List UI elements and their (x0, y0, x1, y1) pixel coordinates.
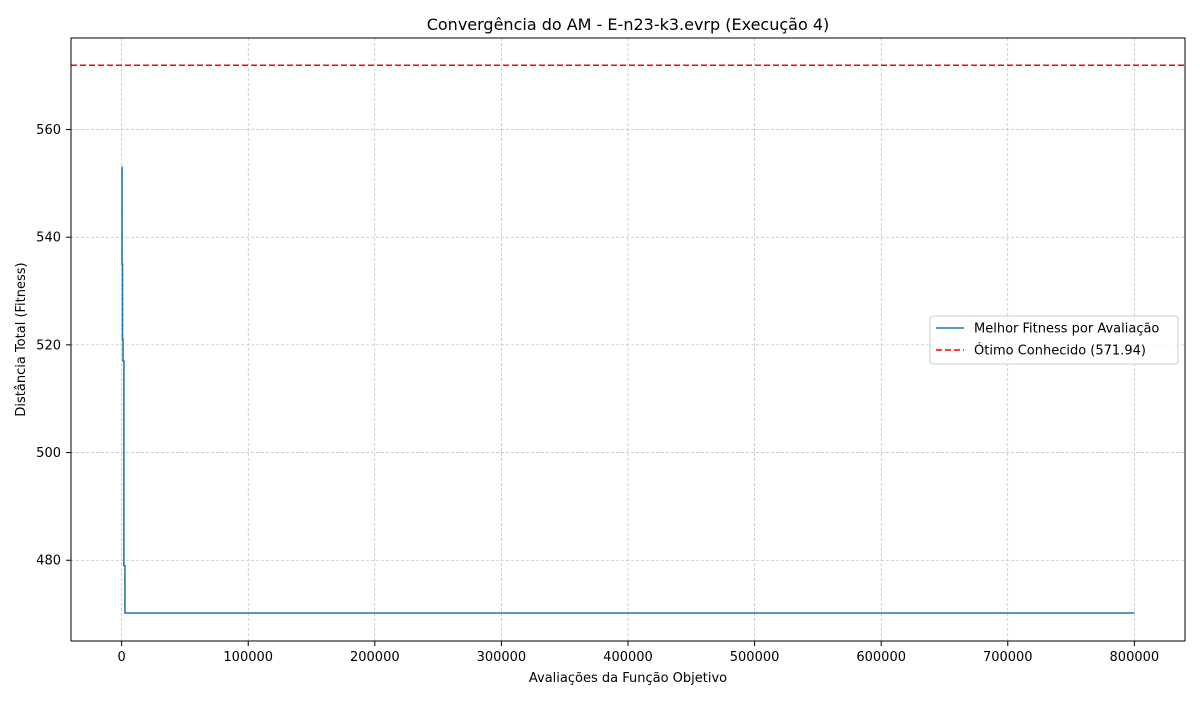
best-fitness-line (121, 166, 1135, 614)
x-axis: 0 100000 200000 300000 400000 500000 600000 700… (117, 641, 1159, 665)
x-tick-label: 400000 (603, 650, 653, 665)
legend-label-known-optimum: Ótimo Conhecido (571.94) (974, 343, 1146, 359)
x-tick-label: 200000 (350, 650, 400, 665)
grid (71, 38, 1185, 641)
x-axis-label: Avaliações da Função Objetivo (529, 671, 727, 686)
y-tick-label: 520 (36, 338, 61, 353)
y-tick-label: 560 (36, 123, 61, 138)
x-tick-label: 800000 (1110, 650, 1160, 665)
x-tick-label: 700000 (983, 650, 1033, 665)
y-tick-label: 540 (36, 231, 61, 246)
y-tick-label: 500 (36, 446, 61, 461)
legend: Melhor Fitness por Avaliação Ótimo Conhe… (929, 315, 1179, 365)
x-tick-label: 500000 (730, 650, 780, 665)
legend-box (929, 315, 1179, 365)
x-tick-label: 600000 (856, 650, 906, 665)
y-axis: 480 500 520 540 560 (36, 123, 71, 569)
series-lines (121, 166, 1135, 614)
legend-label-best-fitness: Melhor Fitness por Avaliação (974, 322, 1159, 337)
x-tick-label: 100000 (223, 650, 273, 665)
x-tick-label: 300000 (477, 650, 527, 665)
x-tick-label: 0 (117, 650, 125, 665)
chart-title: Convergência do AM - E-n23-k3.evrp (Exec… (427, 15, 830, 34)
y-axis-label: Distância Total (Fitness) (14, 262, 29, 416)
y-tick-label: 480 (36, 554, 61, 569)
